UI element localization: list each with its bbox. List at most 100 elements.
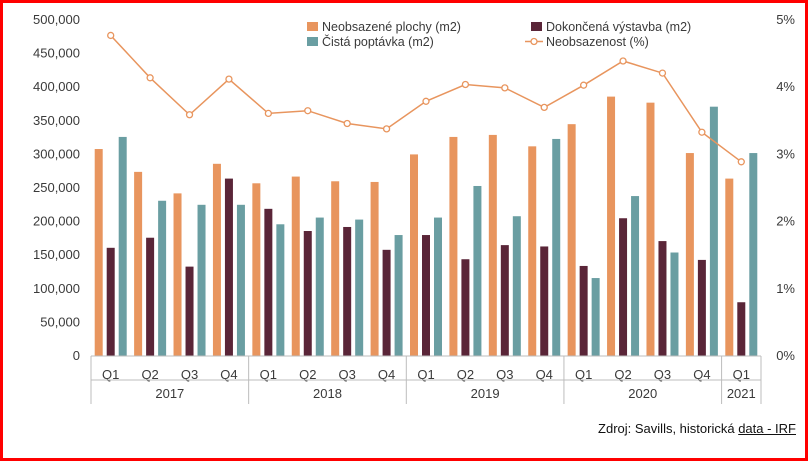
x-tick-label: Q4 (378, 367, 395, 382)
legend-swatch (307, 37, 318, 46)
bar (264, 208, 273, 356)
legend-label: Dokončená výstavba (m2) (546, 20, 691, 34)
x-tick-label: Q4 (536, 367, 553, 382)
bar (685, 153, 694, 356)
line-point (382, 125, 391, 133)
y2-tick-label: 3% (776, 146, 795, 161)
line-point (540, 103, 548, 112)
line-point (579, 81, 588, 89)
bar (697, 259, 706, 356)
bar (449, 136, 458, 356)
x-tick-label: Q3 (339, 367, 356, 382)
bar (422, 235, 430, 356)
bar (410, 154, 418, 356)
bar (567, 124, 576, 356)
x-tick-label: Q4 (220, 367, 237, 382)
y-tick-label: 250,000 (33, 180, 80, 195)
source-link[interactable]: data - IRF (738, 421, 796, 436)
bar (382, 249, 391, 356)
bar (212, 163, 221, 356)
x-tick-label: Q3 (496, 367, 513, 382)
bar (331, 181, 340, 356)
bar (94, 149, 103, 356)
legend-label: Neobsazenost (%) (546, 35, 649, 49)
y-tick-label: 400,000 (33, 79, 80, 94)
line-point (343, 119, 351, 128)
bar (173, 193, 182, 356)
y-tick-label: 0 (73, 348, 80, 363)
group-label: 2017 (155, 386, 184, 401)
bar (394, 235, 403, 356)
x-tick-label: Q2 (299, 367, 316, 382)
y-tick-label: 300,000 (33, 146, 80, 161)
group-label: 2021 (727, 386, 756, 401)
bar (709, 106, 718, 356)
bar (434, 217, 442, 356)
legend-swatch (531, 22, 542, 31)
bar (291, 176, 300, 356)
bar (619, 218, 628, 356)
line-point (619, 57, 627, 65)
line-point (658, 69, 667, 77)
bar (607, 96, 616, 356)
source-note: Zdroj: Savills, historická data - IRF (598, 421, 796, 436)
y2-tick-label: 4% (776, 79, 795, 94)
bar (512, 216, 521, 356)
x-tick-label: Q1 (260, 367, 277, 382)
bar (725, 178, 734, 356)
y-tick-label: 500,000 (33, 12, 80, 27)
bar (370, 181, 379, 356)
bar (552, 138, 561, 356)
y2-tick-label: 0% (776, 348, 795, 363)
bar (134, 171, 143, 356)
bar (737, 302, 746, 356)
bar (343, 226, 352, 356)
bar (631, 196, 640, 356)
bar (461, 259, 470, 356)
bar (591, 278, 600, 356)
x-tick-label: Q3 (654, 367, 671, 382)
y2-tick-label: 5% (776, 12, 795, 27)
x-tick-label: Q1 (733, 367, 750, 382)
line-point (304, 107, 312, 115)
group-label: 2018 (313, 386, 342, 401)
bar (252, 183, 261, 356)
bar (473, 185, 482, 356)
line-point (737, 158, 745, 166)
legend-label: Neobsazené plochy (m2) (322, 20, 461, 34)
x-tick-label: Q2 (457, 367, 474, 382)
line-point (461, 80, 470, 89)
bar (197, 204, 206, 356)
bar (646, 102, 655, 356)
y-tick-label: 150,000 (33, 247, 80, 262)
legend-swatch (307, 22, 318, 31)
line-point (264, 109, 273, 118)
line-point (107, 31, 115, 40)
line-point (225, 75, 233, 83)
y2-tick-label: 2% (776, 214, 795, 229)
bar (236, 204, 245, 356)
bar (488, 134, 497, 356)
bar (224, 178, 233, 356)
x-tick-label: Q3 (181, 367, 198, 382)
group-label: 2019 (471, 386, 500, 401)
bar (146, 237, 155, 356)
line-point (422, 97, 430, 105)
bar (118, 136, 127, 356)
x-tick-label: Q1 (575, 367, 592, 382)
bar (528, 146, 537, 356)
bar (276, 224, 285, 356)
line-point (501, 84, 509, 92)
y-tick-label: 50,000 (40, 314, 80, 329)
y-tick-label: 200,000 (33, 214, 80, 229)
y-tick-label: 450,000 (33, 46, 80, 61)
legend-marker (530, 37, 538, 46)
bar (303, 231, 312, 356)
x-tick-label: Q1 (417, 367, 434, 382)
bar (749, 153, 758, 356)
x-tick-label: Q2 (141, 367, 158, 382)
bar (106, 247, 115, 356)
bar (355, 219, 364, 356)
